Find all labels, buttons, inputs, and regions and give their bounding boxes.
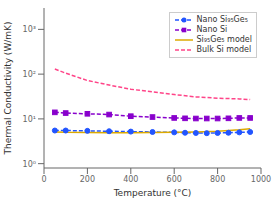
svg-text:10²: 10² (23, 70, 36, 79)
html-text:Nano Si₉₅Ge₅: Nano Si₉₅Ge₅ (196, 15, 248, 24)
svg-text:10⁰: 10⁰ (23, 160, 36, 169)
html-text:Si₉₅Ge₅ model: Si₉₅Ge₅ model (196, 35, 252, 44)
html-text:Nano Si: Nano Si (196, 25, 228, 34)
svg-text:200: 200 (80, 175, 95, 184)
html-text:Bulk Si model: Bulk Si model (196, 45, 252, 54)
svg-text:800: 800 (210, 175, 225, 184)
svg-text:600: 600 (167, 175, 182, 184)
svg-text:10³: 10³ (23, 25, 36, 34)
svg-text:10¹: 10¹ (23, 115, 36, 124)
svg-text:400: 400 (123, 175, 138, 184)
svg-text:Temperature (°C): Temperature (°C) (113, 188, 192, 198)
svg-text:1000: 1000 (251, 175, 267, 184)
svg-text:0: 0 (41, 175, 46, 184)
svg-text:Thermal Conductivity (W/mK): Thermal Conductivity (W/mK) (8, 22, 13, 156)
